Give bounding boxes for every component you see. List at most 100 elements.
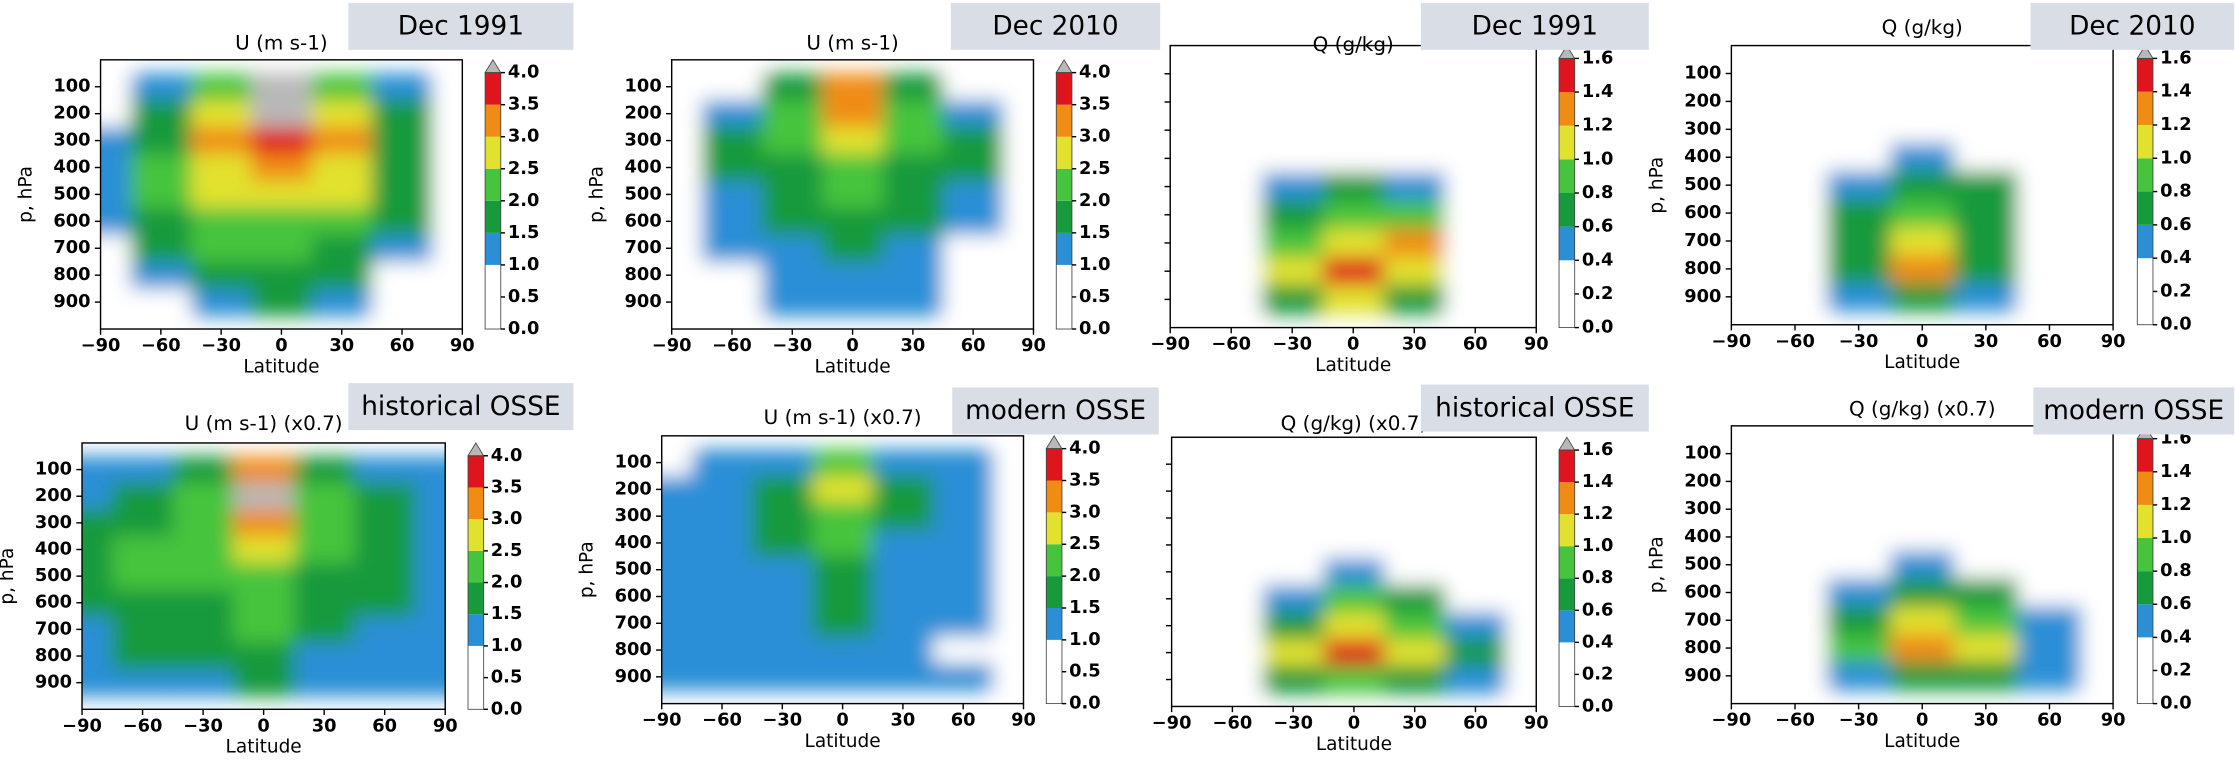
colorbar-tick-label: 1.5	[508, 222, 540, 243]
x-tick-label: −30	[1839, 331, 1879, 352]
field-cell	[1200, 257, 1263, 286]
field-cell	[1763, 59, 1828, 89]
field-cell	[762, 100, 824, 128]
field-cell	[100, 261, 132, 290]
field-cell	[1445, 558, 1507, 587]
colorbar-tick-label: 0.4	[1582, 249, 1614, 270]
field-cell	[2017, 227, 2082, 256]
field-cell	[82, 616, 114, 644]
field-cell	[943, 261, 1005, 290]
x-tick-label: −90	[652, 335, 692, 356]
field-cell	[1763, 523, 1828, 552]
field-cell	[1322, 87, 1385, 117]
colorbar-tick-label: 0.0	[491, 698, 523, 719]
colorbar-tick-label: 0.8	[2160, 181, 2192, 202]
field-cell	[2081, 578, 2114, 608]
field-cell	[933, 636, 995, 665]
field-cell	[762, 261, 824, 290]
field-cell	[661, 476, 693, 504]
field-cell	[172, 616, 235, 644]
panel-label: Dec 2010	[2069, 12, 2195, 42]
field-cell	[1826, 578, 1892, 608]
x-tick-label: 60	[372, 715, 397, 736]
field-cell	[812, 636, 874, 665]
y-tick-label: 400	[615, 532, 652, 553]
y-tick-label: 900	[53, 291, 90, 312]
field-cell	[1322, 257, 1385, 286]
field-cell	[943, 180, 1005, 209]
field-cell	[2081, 282, 2114, 312]
field-cell	[691, 663, 753, 691]
field-cell	[1444, 59, 1507, 89]
field-cell	[822, 261, 884, 290]
colorbar-segment	[2137, 604, 2153, 638]
y-tick-label: 800	[1684, 637, 1721, 658]
field-cell	[172, 509, 235, 537]
field-cell	[1171, 612, 1203, 640]
field-cell	[812, 663, 874, 691]
field-cell	[752, 556, 814, 584]
field-cell	[311, 154, 373, 182]
field-cell	[1261, 59, 1324, 89]
field-cell	[1954, 115, 2019, 144]
field-cell	[1171, 558, 1203, 587]
field-cell	[2081, 87, 2114, 117]
field-cell	[1731, 115, 1764, 144]
field-cell	[752, 529, 814, 558]
colorbar-tick-label: 0.8	[1582, 567, 1614, 588]
field-cell	[1323, 450, 1386, 479]
colorbar-segment	[2137, 504, 2153, 539]
y-tick-label: 200	[1684, 90, 1721, 111]
field	[1731, 439, 2114, 691]
colorbar-segment	[1046, 544, 1062, 577]
field-cell	[943, 100, 1005, 128]
field-cell	[1890, 578, 1955, 608]
field-cell	[933, 663, 995, 691]
colorbar-tick-label: 0.5	[508, 286, 540, 307]
field-cell	[2017, 115, 2082, 144]
plot-area	[1731, 439, 2114, 691]
x-tick-label: 0	[275, 335, 287, 356]
colorbar-tick-label: 0.8	[1582, 182, 1614, 203]
field-cell	[1383, 116, 1446, 145]
field-cell	[872, 609, 934, 638]
colorbar-tick-label: 2.0	[1069, 565, 1101, 586]
field-cell	[2017, 199, 2082, 228]
field-cell	[812, 529, 874, 558]
field-cell	[671, 180, 703, 209]
field-cell	[943, 288, 1005, 317]
field-cell	[993, 663, 1024, 691]
field-cell	[190, 288, 253, 317]
colorbar-segment	[1056, 200, 1072, 233]
x-tick-label: 30	[329, 335, 354, 356]
field-cell	[1445, 666, 1507, 694]
x-tick-label: 60	[2037, 710, 2062, 731]
field-cell	[233, 589, 295, 617]
field-cell	[1505, 450, 1537, 479]
y-tick-label: 300	[35, 512, 72, 533]
colorbar-tick-label: 1.2	[1582, 115, 1614, 136]
field-cell	[2017, 606, 2082, 635]
y-tick-label: 500	[35, 565, 72, 586]
colorbar-tick-label: 1.4	[2160, 81, 2192, 102]
field-cell	[1826, 439, 1892, 469]
x-tick-label: −30	[183, 715, 223, 736]
field-cell	[1384, 558, 1446, 587]
x-tick-label: 30	[1402, 713, 1427, 734]
field-cell	[1262, 477, 1325, 506]
field-cell	[1763, 171, 1828, 200]
x-tick-label: 0	[257, 715, 269, 736]
colorbar-segment	[1046, 576, 1062, 608]
field-cell	[432, 73, 463, 101]
y-tick-label: 600	[1684, 582, 1721, 603]
field-cell	[1202, 666, 1264, 694]
panel-label: historical OSSE	[1435, 393, 1634, 423]
field-cell	[251, 154, 313, 182]
field-cell	[1170, 116, 1202, 145]
field-cell	[1763, 199, 1828, 228]
x-tick-label: 0	[1347, 334, 1359, 355]
panel-title: U (m s-1)	[235, 31, 328, 55]
field-cell	[1954, 606, 2019, 635]
field-cell	[293, 562, 356, 591]
field-cell	[1954, 439, 2019, 469]
